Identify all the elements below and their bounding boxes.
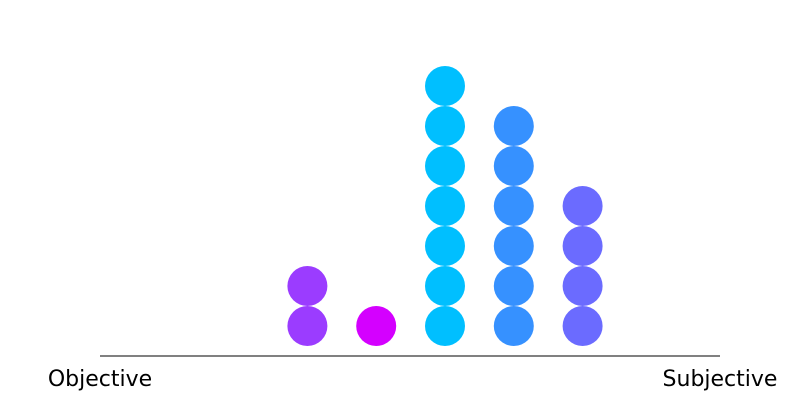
dot-col6-4 — [425, 186, 465, 226]
dot-col6-2 — [425, 266, 465, 306]
left-axis-label: Objective — [48, 367, 152, 392]
dot-marks — [287, 66, 603, 346]
dot-col7-3 — [493, 226, 534, 266]
dot-col8-1 — [562, 306, 603, 346]
dot-col7-6 — [493, 106, 534, 146]
dot-col6-5 — [425, 146, 465, 186]
dot-col6-3 — [425, 226, 465, 266]
dot-col7-4 — [493, 186, 534, 226]
dot-col4-2 — [287, 266, 328, 306]
dot-col4-1 — [287, 306, 328, 346]
dot-col8-2 — [562, 266, 603, 306]
dot-col7-2 — [493, 266, 534, 306]
dot-col6-7 — [425, 66, 465, 106]
right-axis-label: Subjective — [663, 367, 778, 392]
dot-col8-4 — [562, 186, 603, 226]
dot-col7-5 — [493, 146, 534, 186]
dot-col6-6 — [425, 106, 465, 146]
dot-col7-1 — [493, 306, 534, 346]
dot-col6-1 — [425, 306, 465, 346]
dot-col8-3 — [562, 226, 603, 266]
dot-col5-1 — [356, 306, 397, 346]
